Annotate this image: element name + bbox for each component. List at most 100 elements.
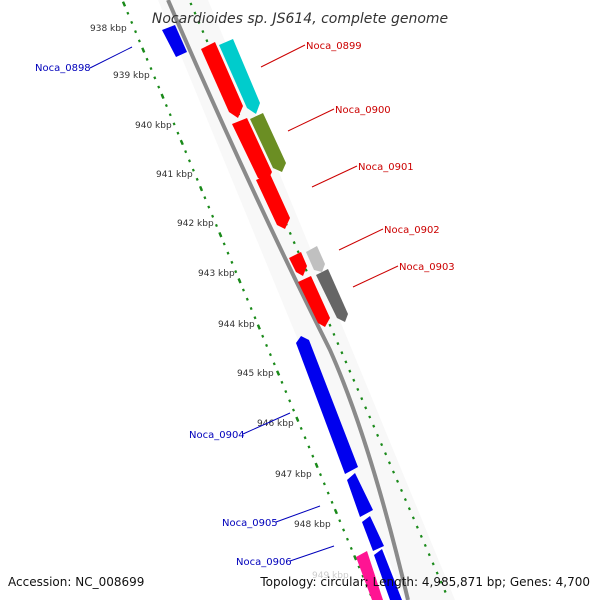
gene-arrow-noca-0903-a[interactable] [298,276,330,327]
tick-dot-outer-59 [423,543,427,548]
tick-dot-inner-31 [241,288,245,292]
tick-dot-inner-17 [187,159,192,163]
accession-text: Accession: NC_008699 [8,575,144,589]
gene-arrow-noca-0899-b[interactable] [219,39,260,114]
tick-dot-inner-1 [126,11,130,15]
tick-dot-inner-22 [207,205,211,209]
tick-major-12 [353,554,358,561]
gene-arrow-noca-0901[interactable] [256,174,290,229]
tick-dot-outer-64 [443,589,447,593]
gene-arrow-noca-0905-b[interactable] [362,516,384,551]
gene-arrow-noca-0904[interactable] [296,336,358,474]
tick-dot-inner-53 [326,491,330,495]
gene-arrow-noca-0902-b[interactable] [306,246,325,272]
gene-label-noca-0903[interactable]: Noca_0903 [399,262,455,273]
tick-dot-outer-4 [205,39,209,43]
tick-label-945: 945 kbp [237,369,274,379]
tick-dot-inner-41 [280,380,284,384]
gene-arrow-noca-0906[interactable] [374,549,402,600]
tick-dot-outer-40 [348,369,352,373]
tick-major-6 [237,278,242,284]
tick-dot-outer-48 [380,442,384,447]
tick-dot-outer-41 [352,378,356,382]
tick-label-944: 944 kbp [218,320,255,330]
tick-dot-inner-21 [203,196,207,200]
tick-dot-inner-18 [191,168,195,172]
tick-dot-inner-51 [318,473,323,477]
gene-arrow-pink[interactable] [356,551,383,600]
tick-dot-outer-60 [427,553,431,557]
tick-dot-inner-42 [284,389,288,394]
tick-dot-outer-45 [368,415,372,419]
gene-label-noca-0902[interactable]: Noca_0902 [384,225,440,236]
tick-dot-outer-44 [364,406,368,410]
leader-noca-0905 [275,505,321,523]
tick-dot-inner-57 [342,528,346,532]
tick-dot-outer-56 [411,516,415,520]
gene-arrow-noca-0903-b[interactable] [316,269,348,322]
tick-dot-outer-52 [395,479,400,483]
gene-arrow-noca-0905[interactable] [347,473,373,517]
tick-dot-inner-9 [157,85,161,89]
tick-label-941: 941 kbp [156,170,193,180]
tick-major-9 [295,416,300,423]
leader-noca-0900 [287,108,335,132]
tick-dot-outer-36 [332,332,336,336]
tick-dot-inner-7 [149,66,153,71]
leader-noca-0899 [260,44,306,68]
gene-label-noca-0906[interactable]: Noca_0906 [236,557,292,568]
genome-backbone [166,0,410,601]
tick-label-939: 939 kbp [113,71,150,81]
tick-dot-inner-14 [176,131,180,135]
tick-dot-outer-0 [189,2,193,6]
tick-dot-inner-38 [268,353,272,357]
tick-dot-inner-47 [303,436,307,440]
tick-dot-inner-23 [211,214,215,218]
tick-major-3 [179,139,184,146]
leader-noca-0902 [338,228,384,251]
tick-dot-outer-49 [384,452,388,456]
tick-ring-major [121,1,358,561]
map-title: Nocardioides sp. JS614, complete genome [152,11,448,27]
tick-dot-inner-26 [222,242,226,246]
tick-dot-inner-13 [172,122,176,126]
tick-dot-inner-28 [230,260,234,264]
tick-dot-inner-32 [245,297,249,301]
tick-label-947: 947 kbp [275,470,312,480]
gene-label-noca-0901[interactable]: Noca_0901 [358,162,414,173]
gene-label-noca-0905[interactable]: Noca_0905 [222,518,278,529]
tick-dot-inner-39 [272,362,276,366]
tick-dot-inner-49 [311,454,315,458]
tick-dot-inner-3 [134,30,138,34]
tick-major-0 [121,1,127,7]
tick-dot-outer-54 [403,498,407,502]
tick-dot-outer-37 [336,341,340,346]
gene-arrow-noca-0898[interactable] [162,25,187,57]
gene-arrow-noca-0899-a[interactable] [201,42,243,118]
tick-dot-outer-53 [399,488,404,493]
tick-major-10 [314,462,319,469]
gene-arrow-noca-0900-b[interactable] [250,113,286,172]
tick-dot-inner-12 [168,113,172,117]
tick-dot-outer-46 [372,424,376,428]
tick-dot-inner-8 [153,76,157,80]
gene-label-noca-0904[interactable]: Noca_0904 [189,430,245,441]
gene-arrow-noca-0902-a[interactable] [289,252,307,276]
tick-dot-inner-46 [299,426,303,431]
tick-dot-outer-43 [360,397,364,401]
gene-label-noca-0900[interactable]: Noca_0900 [335,105,391,116]
tick-dot-inner-6 [145,57,149,61]
tick-dot-inner-58 [345,537,349,541]
tick-label-942: 942 kbp [177,219,214,229]
tick-dot-outer-1 [193,11,197,15]
tick-dot-outer-3 [201,29,205,34]
tick-dot-outer-63 [439,580,443,584]
gene-label-noca-0898[interactable]: Noca_0898 [35,63,91,74]
gene-label-noca-0899[interactable]: Noca_0899 [306,41,362,52]
gene-arrow-noca-0900-a[interactable] [232,118,272,182]
tick-dot-outer-2 [197,20,201,24]
tick-dot-inner-11 [164,103,168,108]
tick-dot-outer-27 [296,250,300,254]
